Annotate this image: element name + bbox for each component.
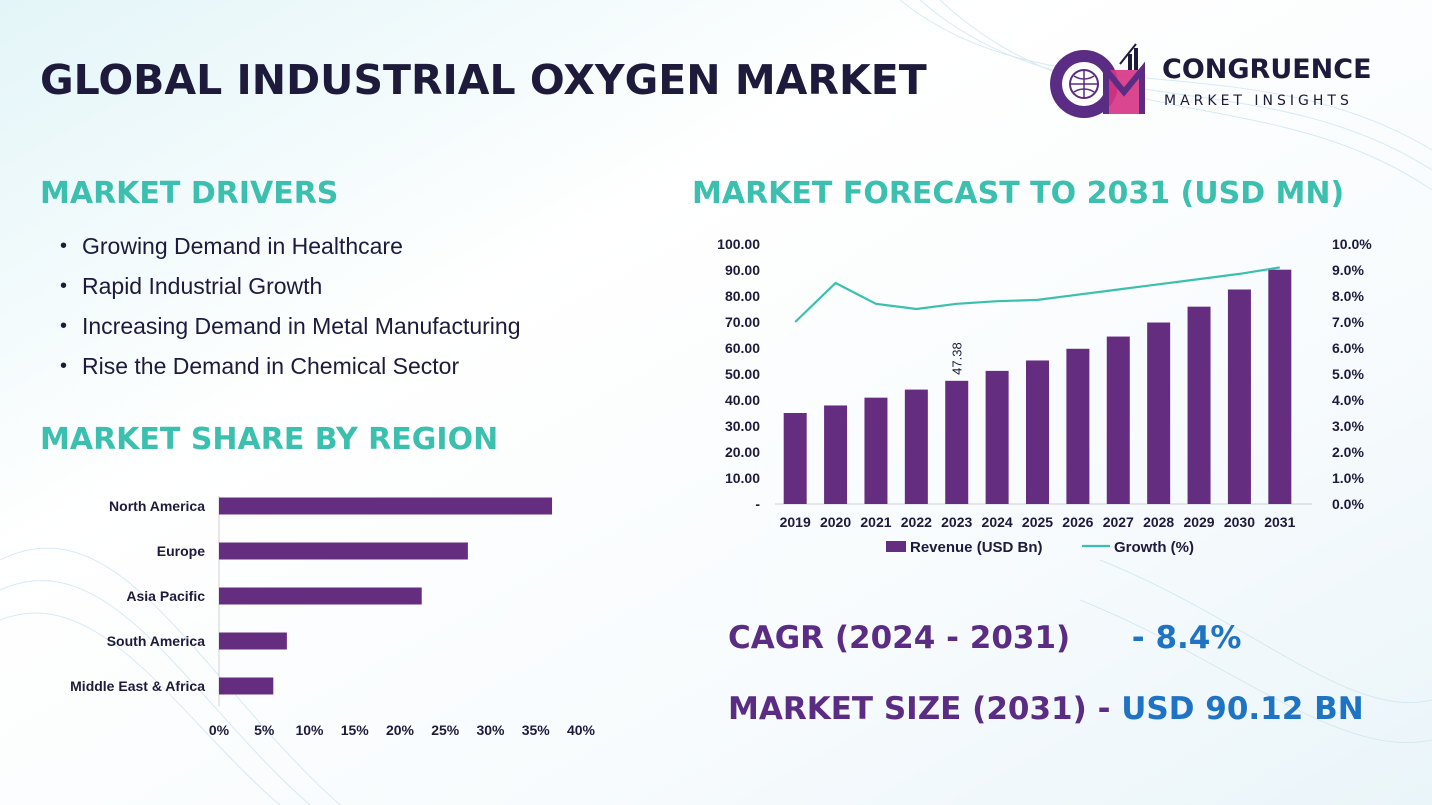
forecast-y2-tick-label: 1.0%: [1332, 470, 1364, 486]
legend-revenue-label: Revenue (USD Bn): [910, 539, 1043, 556]
forecast-y-tick-label: 30.00: [725, 418, 760, 434]
forecast-x-tick-label: 2026: [1062, 514, 1093, 530]
revenue-bar: [1106, 336, 1130, 504]
market-size-label: MARKET SIZE (2031) -: [728, 691, 1111, 727]
legend-growth-label: Growth (%): [1114, 539, 1194, 556]
page-title: GLOBAL INDUSTRIAL OXYGEN MARKET: [40, 56, 927, 104]
revenue-bar: [1187, 306, 1211, 504]
forecast-x-tick-label: 2027: [1103, 514, 1134, 530]
driver-item: Rapid Industrial Growth: [60, 272, 521, 312]
region-category-label: North America: [109, 498, 205, 514]
legend-revenue-swatch: [886, 541, 906, 552]
region-x-tick-label: 10%: [295, 722, 324, 738]
forecast-y-tick-label: 100.00: [717, 236, 760, 252]
market-size-kpi: MARKET SIZE (2031) - USD 90.12 BN: [728, 691, 1364, 727]
region-share-chart: North America Europe Asia Pacific South Ame…: [70, 496, 596, 738]
forecast-y2-tick-label: 9.0%: [1332, 262, 1364, 278]
cagr-label: CAGR (2024 - 2031): [728, 620, 1071, 656]
region-x-tick-label: 5%: [254, 722, 275, 738]
revenue-bar: [1227, 289, 1251, 504]
forecast-y2-tick-label: 10.0%: [1332, 236, 1372, 252]
revenue-bar: [783, 413, 807, 504]
region-x-tick-label: 25%: [431, 722, 460, 738]
forecast-y2-tick-label: 5.0%: [1332, 366, 1364, 382]
forecast-y-tick-label: 20.00: [725, 444, 760, 460]
forecast-x-tick-label: 2023: [941, 514, 972, 530]
forecast-x-tick-label: 2028: [1143, 514, 1174, 530]
brand-name: CONGRUENCE: [1162, 54, 1372, 85]
forecast-x-tick-label: 2020: [820, 514, 851, 530]
region-bar: [219, 632, 287, 650]
region-category-label: South America: [107, 633, 205, 649]
cagr-kpi: CAGR (2024 - 2031) - 8.4%: [728, 620, 1241, 656]
region-bar: [219, 497, 553, 515]
forecast-y2-tick-label: 7.0%: [1332, 314, 1364, 330]
forecast-x-tick-label: 2024: [982, 514, 1013, 530]
market-size-value: USD 90.12 BN: [1121, 691, 1364, 727]
driver-item: Increasing Demand in Metal Manufacturing: [60, 312, 521, 352]
forecast-y2-tick-label: 8.0%: [1332, 288, 1364, 304]
region-x-tick-label: 30%: [476, 722, 505, 738]
region-x-tick-label: 40%: [567, 722, 596, 738]
revenue-bar: [1147, 322, 1171, 504]
market-forecast-title: MARKET FORECAST TO 2031 (USD MN): [692, 176, 1345, 211]
market-drivers-list: Growing Demand in Healthcare Rapid Indus…: [60, 232, 521, 392]
forecast-x-tick-label: 2029: [1183, 514, 1214, 530]
forecast-x-tick-label: 2022: [901, 514, 932, 530]
revenue-bar: [945, 380, 969, 504]
forecast-y-tick-label: 40.00: [725, 392, 760, 408]
region-x-tick-label: 20%: [386, 722, 415, 738]
market-share-region-title: MARKET SHARE BY REGION: [40, 422, 499, 457]
brand-logo: CONGRUENCE MARKET INSIGHTS: [1044, 40, 1394, 120]
driver-item: Growing Demand in Healthcare: [60, 232, 521, 272]
forecast-y-tick-label: 90.00: [725, 262, 760, 278]
region-bar: [219, 677, 274, 695]
forecast-x-tick-label: 2019: [780, 514, 811, 530]
revenue-bar: [904, 389, 928, 504]
forecast-x-tick-label: 2030: [1224, 514, 1255, 530]
forecast-y-tick-label: 60.00: [725, 340, 760, 356]
market-drivers-title: MARKET DRIVERS: [40, 176, 339, 211]
forecast-x-tick-label: 2025: [1022, 514, 1053, 530]
revenue-bar: [1066, 348, 1090, 504]
brand-tagline: MARKET INSIGHTS: [1164, 93, 1353, 109]
region-category-label: Europe: [157, 543, 205, 559]
region-x-tick-label: 35%: [522, 722, 551, 738]
cagr-value: - 8.4%: [1131, 620, 1242, 656]
region-x-tick-label: 0%: [209, 722, 230, 738]
region-x-tick-label: 15%: [341, 722, 370, 738]
forecast-y2-tick-label: 2.0%: [1332, 444, 1364, 460]
revenue-bar: [1268, 269, 1292, 504]
forecast-y2-tick-label: 4.0%: [1332, 392, 1364, 408]
forecast-x-tick-label: 2021: [860, 514, 891, 530]
growth-line: [794, 266, 1280, 323]
revenue-bar: [985, 370, 1009, 504]
region-bar: [219, 542, 468, 560]
market-forecast-chart: - 10.00 20.00 30.00 40.00 50.00 60.00 70.00 80.0…: [717, 236, 1372, 556]
forecast-y-tick-label: 10.00: [725, 470, 760, 486]
forecast-y2-tick-label: 0.0%: [1332, 496, 1364, 512]
forecast-y2-tick-label: 3.0%: [1332, 418, 1364, 434]
forecast-y-tick-label: 80.00: [725, 288, 760, 304]
forecast-y-tick-label: -: [755, 496, 760, 512]
region-category-label: Asia Pacific: [126, 588, 205, 604]
revenue-bar: [864, 397, 888, 504]
logo-mark-icon: [1050, 43, 1145, 118]
revenue-bar: [824, 405, 848, 504]
forecast-y-tick-label: 50.00: [725, 366, 760, 382]
driver-item: Rise the Demand in Chemical Sector: [60, 352, 521, 392]
forecast-y-tick-label: 70.00: [725, 314, 760, 330]
region-bar: [219, 587, 422, 605]
region-category-label: Middle East & Africa: [70, 678, 205, 694]
revenue-data-label: 47.38: [950, 342, 965, 375]
forecast-y2-tick-label: 6.0%: [1332, 340, 1364, 356]
forecast-x-tick-label: 2031: [1264, 514, 1295, 530]
revenue-bar: [1026, 360, 1049, 504]
